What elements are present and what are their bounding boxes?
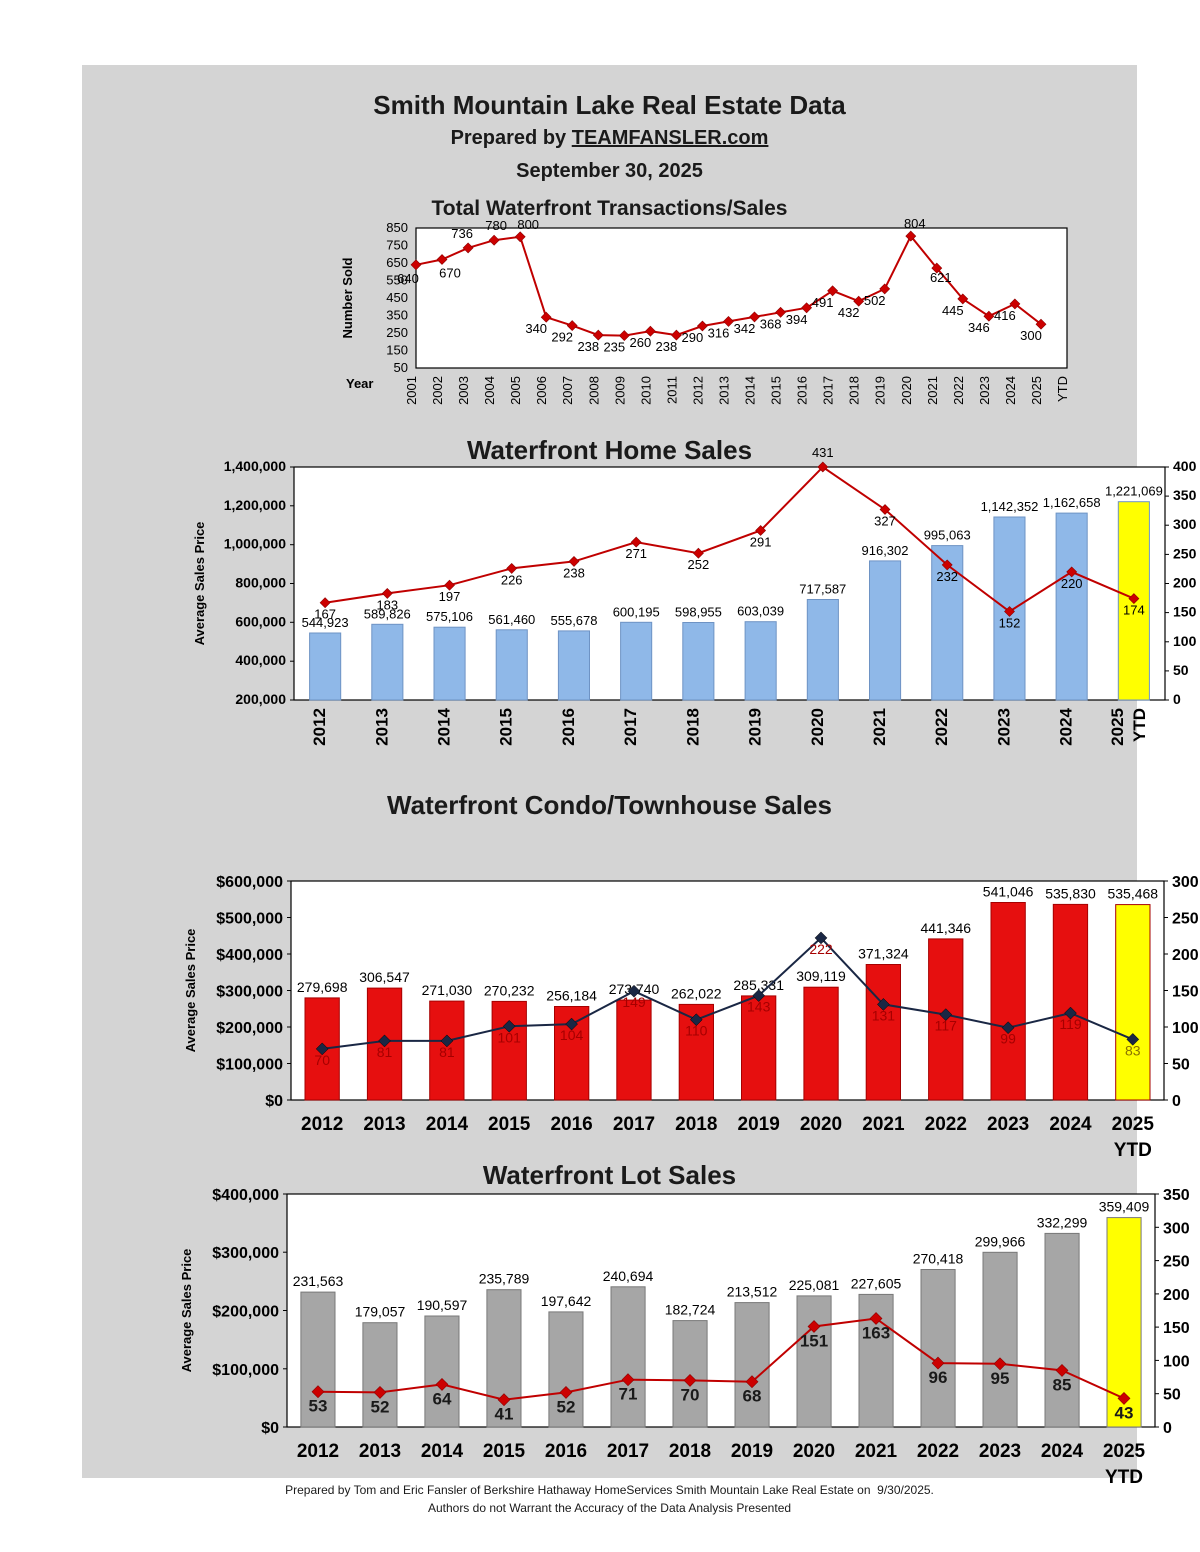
svg-text:70: 70	[681, 1385, 700, 1404]
svg-text:52: 52	[371, 1397, 390, 1416]
svg-text:213,512: 213,512	[727, 1284, 778, 1300]
svg-text:2017: 2017	[607, 1441, 649, 1462]
svg-text:$300,000: $300,000	[212, 1245, 279, 1262]
svg-text:2014: 2014	[421, 1441, 464, 1462]
svg-text:2024: 2024	[1041, 1441, 1084, 1462]
svg-text:50: 50	[1163, 1387, 1181, 1404]
svg-text:64: 64	[433, 1389, 452, 1408]
svg-text:225,081: 225,081	[789, 1277, 840, 1293]
svg-text:43: 43	[1115, 1403, 1134, 1422]
svg-text:227,605: 227,605	[851, 1275, 902, 1291]
svg-text:53: 53	[309, 1397, 328, 1416]
svg-text:$400,000: $400,000	[212, 1187, 279, 1204]
svg-text:100: 100	[1163, 1353, 1190, 1370]
svg-text:2020: 2020	[793, 1441, 835, 1462]
svg-text:359,409: 359,409	[1099, 1199, 1150, 1215]
svg-text:2022: 2022	[917, 1441, 959, 1462]
svg-text:71: 71	[619, 1385, 638, 1404]
svg-text:182,724: 182,724	[665, 1302, 716, 1318]
svg-text:$100,000: $100,000	[212, 1362, 279, 1379]
svg-text:240,694: 240,694	[603, 1268, 654, 1284]
svg-text:41: 41	[495, 1405, 514, 1424]
svg-text:151: 151	[800, 1332, 828, 1351]
svg-text:235,789: 235,789	[479, 1271, 530, 1287]
svg-text:2025: 2025	[1103, 1441, 1146, 1462]
svg-text:270,418: 270,418	[913, 1251, 964, 1267]
svg-text:2012: 2012	[297, 1441, 339, 1462]
svg-text:179,057: 179,057	[355, 1304, 406, 1320]
svg-text:350: 350	[1163, 1187, 1190, 1204]
svg-text:85: 85	[1053, 1375, 1072, 1394]
svg-text:150: 150	[1163, 1320, 1190, 1337]
svg-text:2019: 2019	[731, 1441, 773, 1462]
svg-text:163: 163	[862, 1324, 890, 1343]
svg-text:299,966: 299,966	[975, 1233, 1026, 1249]
svg-text:2013: 2013	[359, 1441, 401, 1462]
svg-text:231,563: 231,563	[293, 1273, 344, 1289]
svg-text:2016: 2016	[545, 1441, 587, 1462]
svg-text:250: 250	[1163, 1254, 1190, 1271]
svg-text:Average Sales Price: Average Sales Price	[179, 1249, 194, 1373]
svg-text:$200,000: $200,000	[212, 1304, 279, 1321]
svg-text:96: 96	[929, 1368, 948, 1387]
svg-text:2015: 2015	[483, 1441, 526, 1462]
svg-text:190,597: 190,597	[417, 1297, 468, 1313]
svg-text:2018: 2018	[669, 1441, 711, 1462]
svg-text:0: 0	[1163, 1420, 1172, 1437]
svg-text:300: 300	[1163, 1220, 1190, 1237]
svg-text:$0: $0	[261, 1420, 279, 1437]
svg-text:197,642: 197,642	[541, 1293, 592, 1309]
svg-text:2023: 2023	[979, 1441, 1021, 1462]
svg-text:2021: 2021	[855, 1441, 898, 1462]
svg-text:95: 95	[991, 1369, 1010, 1388]
svg-text:52: 52	[557, 1397, 576, 1416]
svg-text:200: 200	[1163, 1287, 1190, 1304]
svg-text:68: 68	[743, 1387, 762, 1406]
svg-text:332,299: 332,299	[1037, 1214, 1088, 1230]
